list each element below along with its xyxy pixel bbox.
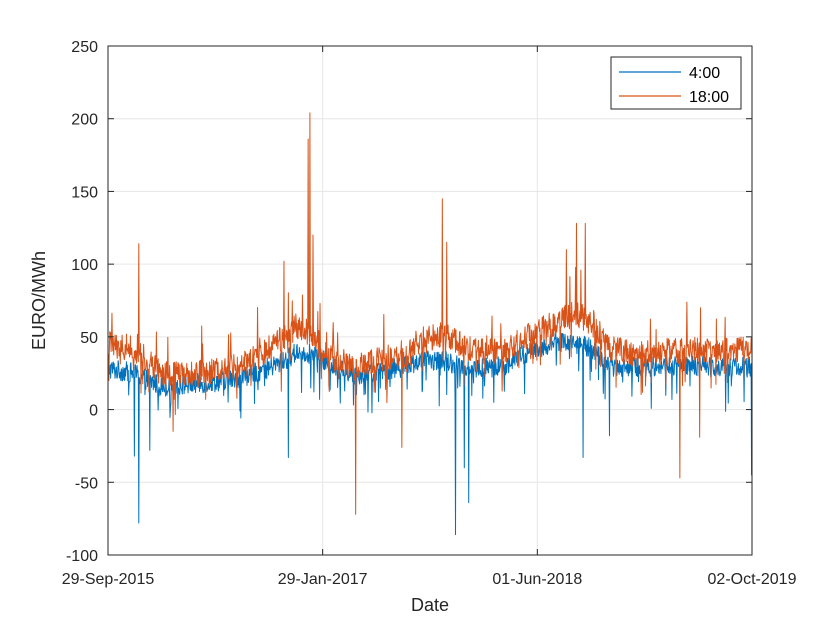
x-tick-label: 29-Sep-2015 [62,571,155,588]
x-tick-label: 29-Jan-2017 [278,571,368,588]
series-lines [107,112,753,536]
x-axis-ticks: 29-Sep-2015 29-Jan-2017 01-Jun-2018 02-Oct-… [62,46,797,588]
y-tick-label: 100 [71,257,98,274]
legend-label-4-00: 4:00 [689,65,720,82]
y-tick-label: -100 [66,548,98,565]
legend-label-18-00: 18:00 [689,89,729,106]
x-tick-label: 02-Oct-2019 [708,571,797,588]
y-axis-ticks: -100 -50 0 50 100 150 200 250 [66,39,752,565]
y-tick-label: -50 [75,475,98,492]
legend: 4:00 18:00 [610,56,742,110]
y-axis-label: EURO/MWh [29,251,49,350]
y-tick-label: 50 [80,330,98,347]
axes-box [107,45,753,556]
legend-box [610,56,742,110]
series-line-4-00 [107,331,753,536]
y-tick-label: 250 [71,39,98,56]
y-tick-label: 0 [89,403,98,420]
x-axis-label: Date [411,595,449,615]
x-tick-label: 01-Jun-2018 [492,571,582,588]
y-tick-label: 150 [71,184,98,201]
y-tick-label: 200 [71,112,98,129]
grid [108,46,752,555]
series-line-18-00 [107,112,753,515]
